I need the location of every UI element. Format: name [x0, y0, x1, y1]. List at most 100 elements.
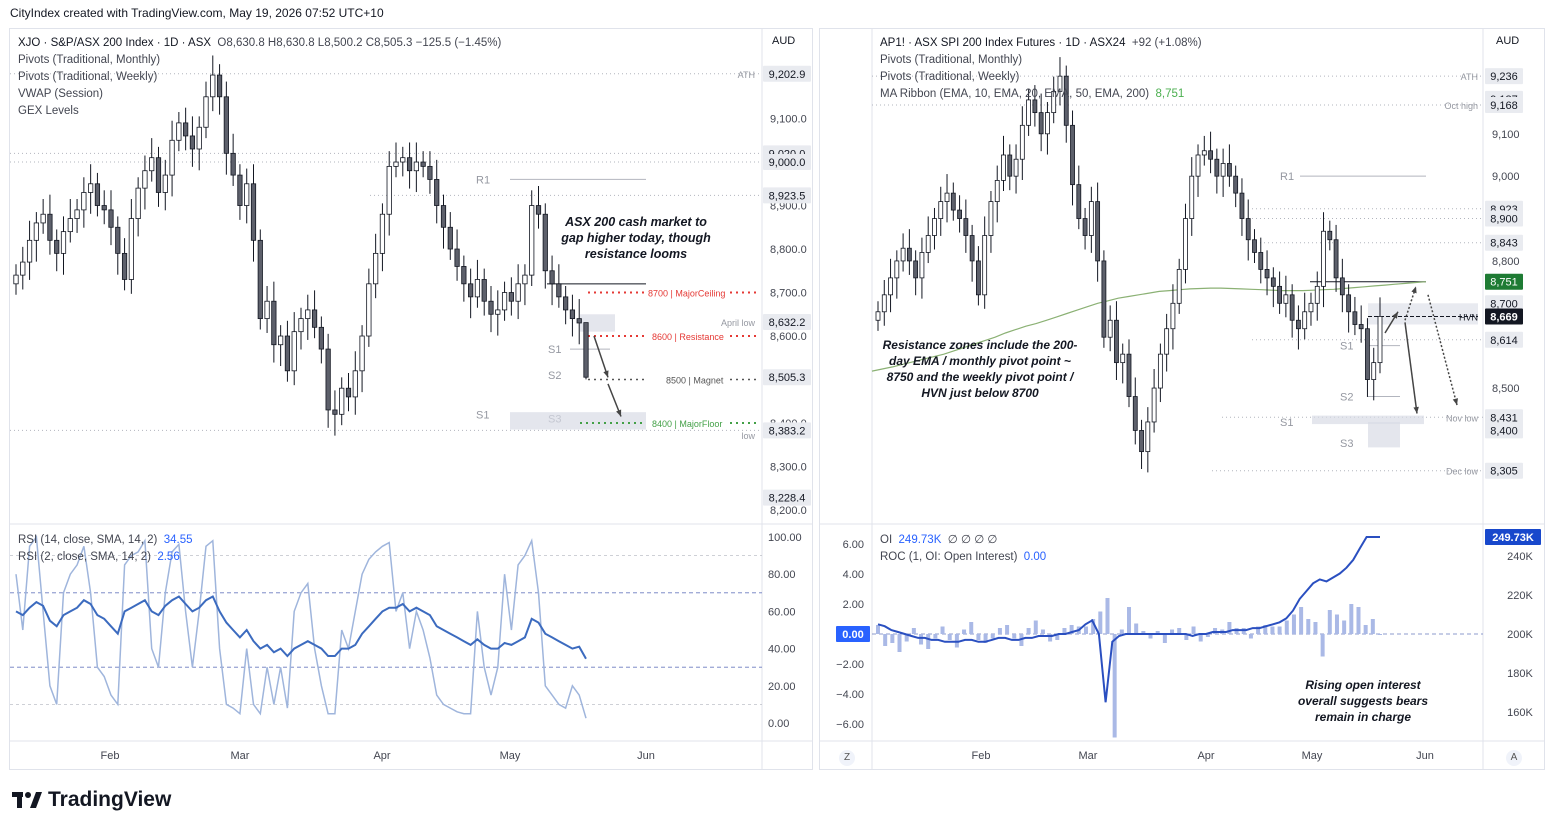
roc-bar-67: [1356, 607, 1361, 634]
right-hvn-label: HVN: [1459, 312, 1478, 322]
right-candle-body-3: [894, 260, 900, 279]
right-candle-body-7: [919, 252, 925, 279]
right-nov-low-label: Nov low: [1446, 413, 1479, 423]
roc-label[interactable]: ROC (1, OI: Open Interest): [880, 551, 1018, 563]
zoom-button[interactable]: Z: [839, 750, 855, 766]
left-indicator-gex[interactable]: GEX Levels: [18, 105, 79, 117]
left-candle-body-22: [162, 174, 168, 193]
left-candle-body-17: [128, 218, 134, 280]
right-price-badge-6: 8,751: [1490, 277, 1518, 289]
right-x-tick-3: May: [1302, 750, 1323, 762]
roc-bar-36: [1134, 623, 1139, 634]
roc-bar-13: [969, 622, 974, 634]
right-legend: AP1! · ASX SPI 200 Index Futures · 1D · …: [880, 35, 1202, 103]
left-x-tick-0: Feb: [101, 750, 120, 762]
roc-bar-45: [1198, 634, 1203, 642]
right-chart-canvas[interactable]: 9,1009,0008,8008,6158,5009,2369,1879,168…: [820, 29, 1544, 769]
right-price-badge-2: 9,168: [1490, 100, 1518, 112]
right-candle-body-45: [1157, 353, 1163, 389]
oi-label[interactable]: OI: [880, 534, 893, 546]
roc-tick-5: −4.00: [836, 689, 864, 701]
right-candle-body-29: [1057, 75, 1063, 92]
left-indicator-monthly-pivots[interactable]: Pivots (Traditional, Monthly): [18, 54, 161, 66]
right-candle-body-39: [1120, 353, 1126, 364]
roc-bar-39: [1155, 631, 1160, 634]
roc-bar-65: [1342, 620, 1347, 634]
right-chart-panel[interactable]: 9,1009,0008,8008,6158,5009,2369,1879,168…: [819, 28, 1545, 770]
right-currency-label[interactable]: AUD: [1496, 35, 1520, 47]
right-indicator-weekly-pivots[interactable]: Pivots (Traditional, Weekly): [880, 71, 1020, 83]
oi-tick-2: 200K: [1507, 629, 1533, 641]
right-candle-body-16: [975, 260, 981, 296]
left-candle-body-53: [373, 252, 379, 285]
roc-bar-38: [1148, 634, 1153, 639]
roc-bar-52: [1248, 634, 1253, 639]
right-arrow-down-1: [1404, 322, 1418, 414]
right-candle-body-65: [1283, 294, 1289, 304]
right-candle-body-8: [925, 235, 931, 253]
right-candle-body-32: [1076, 184, 1082, 219]
right-price-badge-10: 8,431: [1490, 412, 1518, 424]
left-annotation-line-2: resistance looms: [585, 247, 687, 261]
right-support-zone-2: [1368, 421, 1400, 448]
right-candle-body-27: [1045, 112, 1050, 135]
left-candle-body-31: [223, 96, 229, 154]
tradingview-brand[interactable]: TradingView: [12, 788, 171, 812]
rsi14-label[interactable]: RSI (14, close, SMA, 14, 2): [18, 534, 158, 546]
left-price-tick-7: 8,200.0: [770, 505, 807, 517]
right-arrow-up-1-head: [1392, 311, 1398, 319]
roc-bar-7: [926, 634, 931, 649]
left-r1-label: R1: [476, 174, 490, 186]
left-chart-panel[interactable]: 9,100.08,900.08,800.08,700.08,600.08,400…: [9, 28, 813, 770]
right-price-badge-11-bg: [1485, 422, 1523, 439]
left-candle-body-72: [501, 292, 508, 311]
right-candle-body-58: [1239, 192, 1245, 219]
right-candle-body-75: [1346, 294, 1352, 313]
right-candle-body-76: [1352, 311, 1358, 325]
left-currency-label[interactable]: AUD: [772, 35, 796, 47]
left-s2-weekly-label: S2: [548, 370, 561, 382]
left-ohlc: O8,630.8 H8,630.8 L8,500.2 C8,505.3 −125…: [217, 37, 502, 49]
right-oi-legend: OI 249.73K ∅ ∅ ∅ ∅ ROC (1, OI: Open Inte…: [880, 532, 1046, 566]
roc-bar-23: [1040, 629, 1045, 634]
left-candle-body-49: [345, 387, 352, 398]
left-s1-weekly-label: S1: [548, 344, 561, 356]
left-candle-body-14: [108, 209, 114, 228]
right-price-badge-12: 8,305: [1490, 466, 1518, 478]
right-candle-body-21: [1007, 154, 1013, 177]
oi-badge-bg: [1485, 529, 1541, 546]
right-price-badge-5-bg: [1485, 234, 1523, 251]
roc-bar-2: [890, 634, 895, 643]
rsi-tick-0: 100.00: [768, 532, 802, 544]
right-r1-label: R1: [1280, 171, 1294, 183]
right-x-tick-1: Mar: [1079, 750, 1098, 762]
left-candle-body-73: [508, 292, 514, 302]
left-price-tick-0: 9,100.0: [770, 114, 807, 126]
right-symbol[interactable]: AP1! · ASX SPI 200 Index Futures · 1D · …: [880, 37, 1126, 49]
left-candle-body-29: [210, 74, 216, 98]
left-candle-body-19: [142, 170, 148, 189]
right-indicator-monthly-pivots[interactable]: Pivots (Traditional, Monthly): [880, 54, 1023, 66]
right-price-badge-4-bg: [1485, 210, 1523, 227]
right-indicator-ma-ribbon[interactable]: MA Ribbon (EMA, 10, EMA, 20, EMA, 50, EM…: [880, 88, 1150, 100]
auto-scale-button[interactable]: A: [1506, 750, 1522, 766]
left-indicator-weekly-pivots[interactable]: Pivots (Traditional, Weekly): [18, 71, 158, 83]
left-price-badge-0-bg: [763, 65, 811, 82]
left-chart-canvas[interactable]: 9,100.08,900.08,800.08,700.08,600.08,400…: [10, 29, 812, 769]
left-candle-body-55: [386, 165, 392, 215]
left-candle-body-52: [366, 283, 372, 337]
right-candle-body-13: [957, 209, 962, 219]
rsi2-label[interactable]: RSI (2, close, SMA, 14, 2): [18, 551, 151, 563]
right-price-badge-2-bg: [1485, 96, 1523, 113]
left-candle-body-13: [101, 205, 107, 211]
left-indicator-vwap[interactable]: VWAP (Session): [18, 88, 103, 100]
roc-tick-1: 4.00: [843, 569, 864, 581]
left-low-label: low: [741, 431, 755, 441]
chart-credit: CityIndex created with TradingView.com, …: [10, 6, 384, 20]
right-candle-body-72: [1327, 230, 1333, 241]
left-symbol[interactable]: XJO · S&P/ASX 200 Index · 1D · ASX: [18, 37, 212, 49]
roc-zero-badge-bg: [836, 626, 870, 642]
right-candle-body-2: [888, 277, 893, 296]
rsi14-value: 34.55: [163, 534, 193, 546]
left-candle-body-57: [400, 157, 406, 163]
